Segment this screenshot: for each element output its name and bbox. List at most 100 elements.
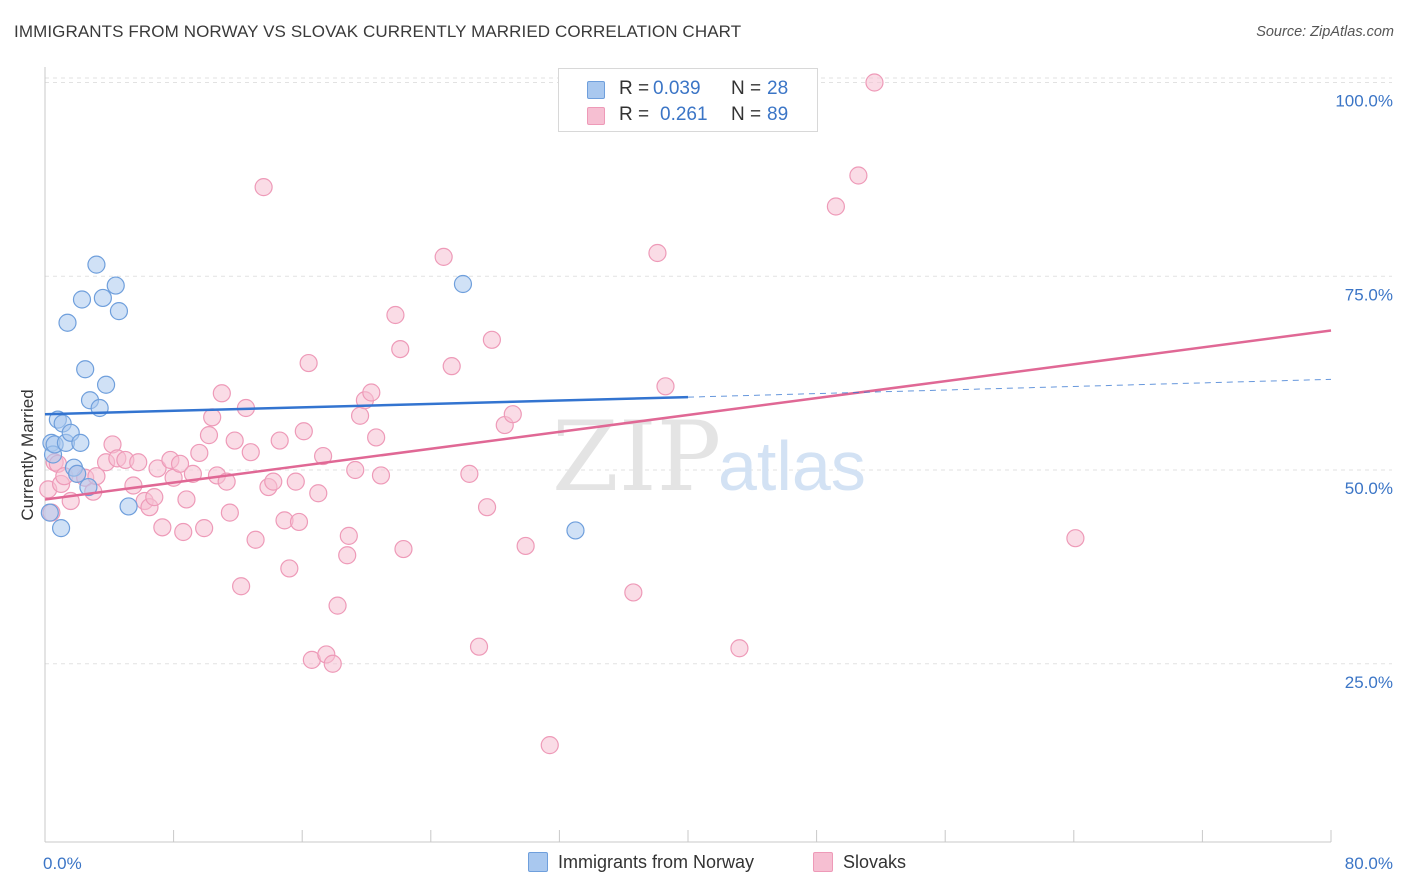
slovaks-point[interactable]	[313, 446, 333, 466]
y-tick-label: 100.0%	[1335, 92, 1393, 111]
norway-point[interactable]	[93, 288, 112, 308]
norway-trend-extension	[687, 378, 1332, 398]
slovaks-point[interactable]	[270, 431, 289, 450]
slovaks-point[interactable]	[232, 577, 251, 596]
norway-point[interactable]	[72, 290, 92, 309]
norway-point[interactable]	[58, 313, 77, 332]
norway-trend-line	[44, 395, 689, 416]
norway-point[interactable]	[68, 464, 87, 483]
slovaks-point[interactable]	[309, 484, 328, 503]
y-tick-label: 50.0%	[1345, 479, 1393, 498]
slovaks-point[interactable]	[124, 476, 143, 495]
slovaks-point[interactable]	[371, 466, 391, 485]
slovaks-point[interactable]	[350, 406, 370, 425]
slovaks-point[interactable]	[865, 73, 884, 92]
slovaks-point[interactable]	[338, 546, 357, 565]
slovaks-point[interactable]	[264, 472, 283, 491]
legend-item-slovaks[interactable]: Slovaks	[813, 852, 906, 873]
slovaks-point[interactable]	[826, 197, 845, 216]
slovaks-point[interactable]	[183, 464, 202, 483]
norway-point[interactable]	[79, 477, 98, 497]
norway-point[interactable]	[566, 521, 585, 540]
slovaks-point[interactable]	[170, 454, 190, 473]
slovaks-point[interactable]	[394, 539, 413, 559]
y-tick-label: 25.0%	[1345, 673, 1393, 692]
legend-n-value: 89	[767, 104, 789, 125]
slovaks-point[interactable]	[190, 443, 209, 463]
slovaks-point[interactable]	[225, 431, 244, 450]
legend-label-norway: Immigrants from Norway	[558, 852, 755, 872]
legend-swatch-slovaks	[813, 852, 833, 872]
slovaks-point[interactable]	[434, 247, 453, 266]
slovaks-point[interactable]	[469, 637, 489, 656]
slovaks-point[interactable]	[730, 639, 749, 658]
norway-point[interactable]	[119, 497, 138, 516]
slovaks-point[interactable]	[516, 536, 535, 556]
slovaks-trend-line	[44, 329, 1332, 501]
y-tick-labels: 25.0% 50.0% 75.0% 100.0%	[1335, 92, 1393, 692]
slovaks-point[interactable]	[199, 426, 219, 445]
slovaks-point[interactable]	[624, 583, 643, 602]
slovaks-point[interactable]	[286, 472, 305, 491]
slovaks-point[interactable]	[220, 503, 239, 522]
legend-swatch-slovaks	[587, 107, 605, 125]
slovaks-point[interactable]	[145, 488, 164, 507]
slovaks-point[interactable]	[503, 405, 522, 424]
norway-point[interactable]	[40, 503, 59, 522]
norway-point[interactable]	[453, 274, 473, 294]
slovaks-point[interactable]	[648, 243, 667, 263]
y-tick-label: 75.0%	[1345, 285, 1393, 304]
slovaks-point[interactable]	[442, 357, 461, 376]
legend-r-value: 0.261	[660, 104, 708, 125]
slovaks-point[interactable]	[177, 490, 196, 509]
slovaks-point[interactable]	[148, 459, 167, 478]
norway-point[interactable]	[87, 255, 106, 274]
slovaks-point[interactable]	[386, 305, 405, 325]
slovaks-point[interactable]	[246, 530, 265, 549]
legend-item-norway[interactable]: Immigrants from Norway	[528, 852, 754, 873]
slovaks-point[interactable]	[212, 384, 231, 403]
slovaks-point[interactable]	[391, 340, 410, 359]
slovaks-point[interactable]	[477, 498, 497, 517]
slovaks-point[interactable]	[339, 526, 358, 545]
slovaks-point[interactable]	[362, 383, 381, 402]
slovaks-point[interactable]	[203, 408, 222, 427]
slovaks-point[interactable]	[540, 736, 559, 755]
slovaks-point[interactable]	[656, 377, 675, 396]
norway-point[interactable]	[106, 276, 125, 295]
slovaks-point[interactable]	[299, 353, 318, 373]
slovaks-point[interactable]	[241, 443, 260, 462]
norway-point[interactable]	[96, 375, 116, 394]
norway-point[interactable]	[71, 433, 90, 452]
legend-label-slovaks: Slovaks	[843, 852, 907, 872]
slovaks-point[interactable]	[482, 330, 501, 349]
legend-n-label: N =	[731, 104, 762, 125]
norway-point[interactable]	[109, 302, 129, 321]
slovaks-point[interactable]	[280, 559, 299, 578]
slovaks-point[interactable]	[346, 460, 365, 480]
slovaks-point[interactable]	[1066, 529, 1085, 548]
slovaks-point[interactable]	[153, 518, 172, 537]
watermark-zip: ZIP	[552, 401, 721, 513]
slovaks-point[interactable]	[849, 166, 868, 185]
slovaks-point[interactable]	[460, 464, 479, 483]
slovaks-point[interactable]	[129, 453, 148, 472]
stats-legend: R = 0.039 N = 28 R = 0.261 N = 89	[558, 68, 818, 132]
x-tick-label-min: 0.0%	[43, 854, 82, 873]
slovaks-point[interactable]	[289, 512, 309, 532]
slovaks-point[interactable]	[323, 654, 342, 673]
slovaks-point[interactable]	[367, 428, 386, 447]
trend-lines	[44, 329, 1332, 501]
norway-point[interactable]	[76, 360, 95, 379]
legend-swatch-norway	[587, 81, 605, 99]
norway-point[interactable]	[51, 519, 71, 538]
grid-lines	[45, 77, 1392, 665]
slovaks-point[interactable]	[174, 522, 193, 542]
slovaks-point[interactable]	[328, 596, 347, 615]
slovaks-point[interactable]	[195, 519, 214, 538]
source-label: Source: ZipAtlas.com	[1256, 24, 1394, 40]
slovaks-point[interactable]	[294, 422, 313, 441]
slovaks-points	[39, 73, 1085, 755]
legend-r-value: 0.039	[653, 78, 701, 99]
slovaks-point[interactable]	[254, 178, 273, 197]
